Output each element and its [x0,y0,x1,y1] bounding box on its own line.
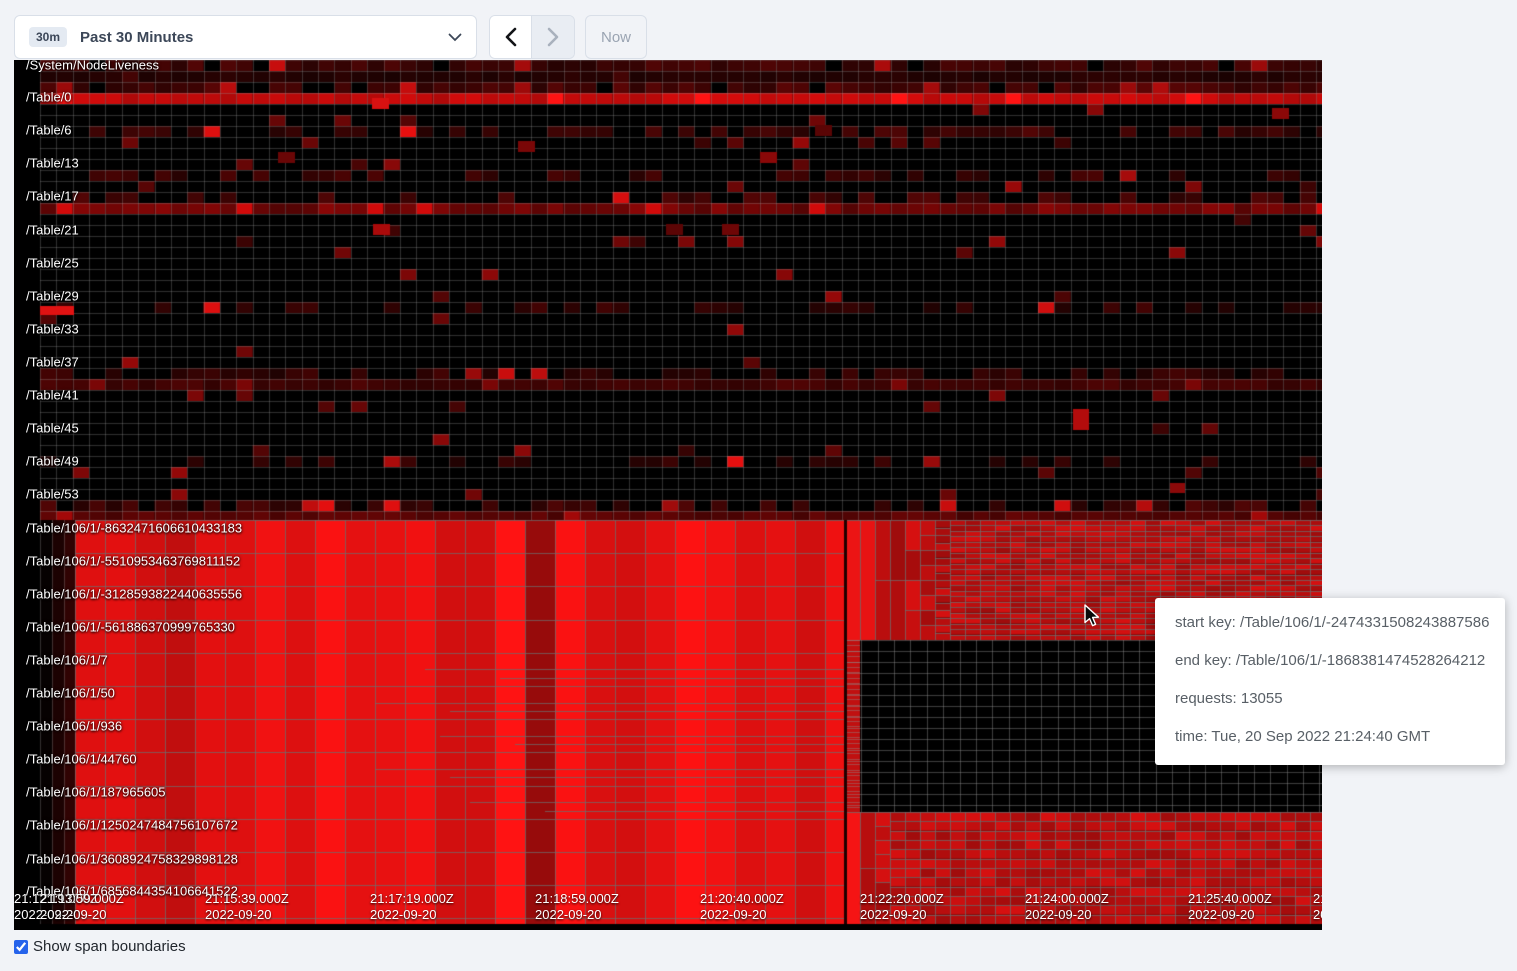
show-span-boundaries-label: Show span boundaries [33,938,186,955]
show-span-boundaries-checkbox[interactable] [14,939,28,954]
time-window-select[interactable]: 30m Past 30 Minutes [14,15,477,59]
chevron-left-icon [505,27,517,47]
heatmap-canvas[interactable] [14,60,1322,930]
tooltip-time: time: Tue, 20 Sep 2022 21:24:40 GMT [1175,728,1431,745]
show-span-boundaries-control[interactable]: Show span boundaries [14,938,186,955]
chevron-right-icon [547,27,558,47]
hover-tooltip: start key: /Table/106/1/-247433150824388… [1155,598,1505,765]
keyvis-canvas-area[interactable]: /System/NodeLiveness/Table/0/Table/6/Tab… [14,60,1322,930]
next-time-button[interactable] [532,16,574,58]
tooltip-end-key: end key: /Table/106/1/-18683814745282642… [1175,652,1486,669]
chevron-down-icon [448,33,462,41]
now-button[interactable]: Now [585,15,647,59]
time-nav-group [489,15,575,59]
tooltip-start-key: start key: /Table/106/1/-247433150824388… [1175,614,1490,631]
time-window-badge: 30m [29,27,68,47]
time-window-label: Past 30 Minutes [80,28,194,46]
tooltip-requests: requests: 13055 [1175,690,1283,707]
prev-time-button[interactable] [490,16,532,58]
